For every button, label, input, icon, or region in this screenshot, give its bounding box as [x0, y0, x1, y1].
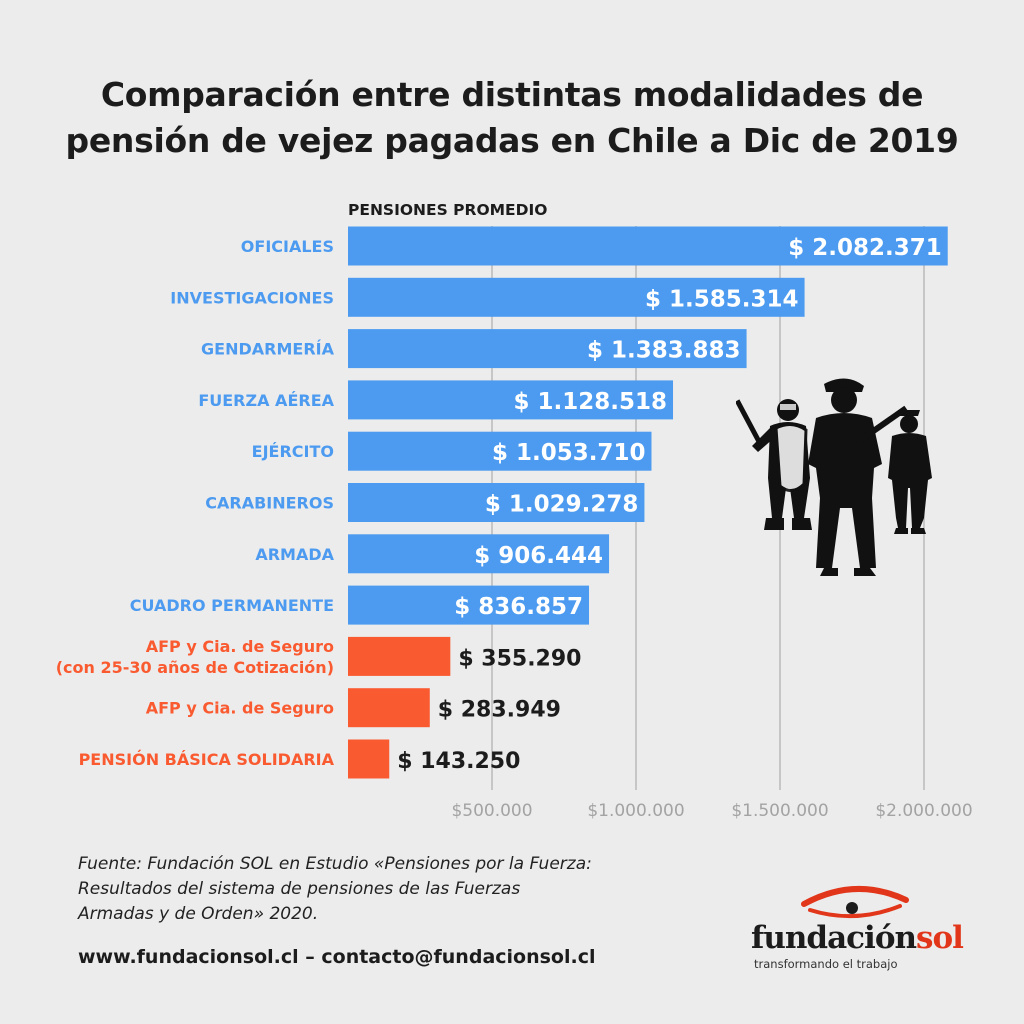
- value-label: $ 355.290: [458, 646, 581, 671]
- bar: [348, 739, 390, 779]
- x-axis-ticks: $500.000 $1.000.000 $1.500.000 $2.000.000: [451, 801, 972, 821]
- value-label: $ 1.383.883: [587, 338, 741, 364]
- category-label: GENDARMERÍA: [201, 340, 335, 359]
- value-label: $ 1.128.518: [513, 389, 667, 415]
- website-link[interactable]: www.fundacionsol.cl: [78, 946, 299, 968]
- title-line-2: pensión de vejez pagadas en Chile a Dic …: [65, 121, 959, 160]
- value-label: $ 1.585.314: [645, 286, 799, 312]
- contact-line: www.fundacionsol.cl – contacto@fundacion…: [78, 946, 595, 968]
- x-tick-label: $1.500.000: [731, 801, 828, 821]
- bar: [348, 329, 747, 369]
- value-label: $ 836.857: [454, 594, 583, 620]
- soldiers-silhouette-icon: [736, 378, 932, 576]
- x-tick-label: $500.000: [451, 801, 532, 821]
- bar: [348, 585, 590, 625]
- bar: [348, 483, 645, 522]
- bar: [348, 636, 451, 676]
- value-label: $ 906.444: [474, 543, 603, 569]
- logo: fundaciónsol transformando el trabajo: [748, 884, 968, 994]
- category-label: ARMADA: [255, 545, 334, 564]
- logo-name-part2: sol: [916, 920, 964, 956]
- chart-title: Comparación entre distintas modalidades …: [0, 72, 1024, 164]
- title-line-1: Comparación entre distintas modalidades …: [100, 75, 924, 114]
- email-link[interactable]: contacto@fundacionsol.cl: [321, 946, 596, 968]
- bar: [348, 226, 948, 266]
- bars: $ 2.082.371 $ 1.585.314 $ 1.383.883 $ 1.128…: [348, 226, 948, 779]
- value-label: $ 1.053.710: [492, 440, 646, 466]
- category-label: AFP y Cia. de Seguro: [146, 699, 334, 718]
- category-label: CUADRO PERMANENTE: [130, 596, 334, 615]
- bar: [348, 431, 652, 471]
- source-note: Fuente: Fundación SOL en Estudio «Pensio…: [78, 854, 592, 924]
- logo-wordmark: fundaciónsol: [751, 920, 964, 956]
- x-tick-label: $1.000.000: [587, 801, 684, 821]
- bar: [348, 688, 430, 728]
- category-label: AFP y Cia. de Seguro: [146, 637, 334, 656]
- category-label: (con 25-30 años de Cotización): [56, 658, 334, 677]
- category-label: OFICIALES: [241, 237, 334, 256]
- contact-separator: –: [305, 946, 315, 968]
- chart-header: PENSIONES PROMEDIO: [348, 201, 547, 219]
- bar: [348, 534, 610, 574]
- value-label: $ 283.949: [438, 698, 561, 723]
- eye-icon: [801, 885, 909, 919]
- bar: [348, 277, 805, 317]
- value-label: $ 143.250: [397, 749, 520, 774]
- category-label: INVESTIGACIONES: [170, 288, 334, 307]
- category-label: CARABINEROS: [205, 494, 334, 513]
- category-labels: PENSIONES PROMEDIO OFICIALES INVESTIGACION…: [56, 201, 548, 769]
- category-label: EJÉRCITO: [252, 442, 334, 461]
- logo-tagline: transformando el trabajo: [754, 957, 898, 971]
- value-label: $ 1.029.278: [485, 492, 639, 518]
- x-tick-label: $2.000.000: [875, 801, 972, 821]
- value-label: $ 2.082.371: [788, 235, 942, 261]
- category-label: FUERZA AÉREA: [198, 391, 334, 410]
- bar: [348, 380, 674, 420]
- category-label: PENSIÓN BÁSICA SOLIDARIA: [79, 750, 335, 769]
- logo-name-part1: fundación: [751, 920, 917, 956]
